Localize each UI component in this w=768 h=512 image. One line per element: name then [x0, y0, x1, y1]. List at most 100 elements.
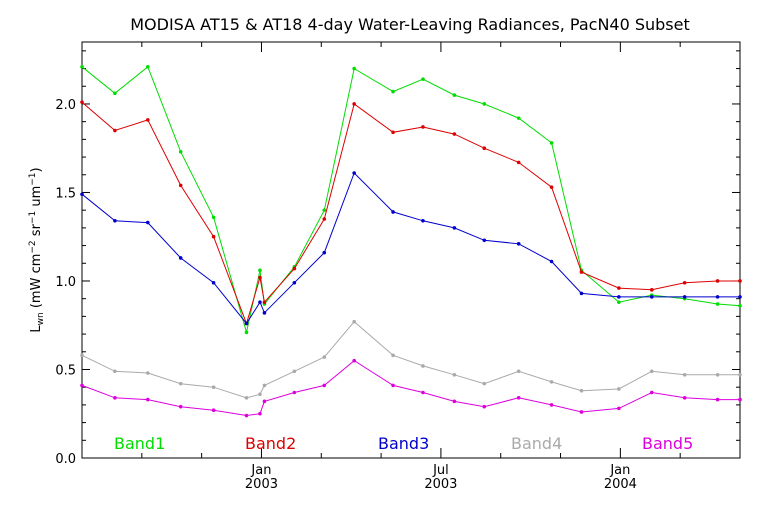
data-point	[617, 387, 621, 391]
data-point	[715, 373, 720, 377]
legend-item-band3: Band3	[378, 434, 429, 453]
data-point	[391, 89, 395, 94]
data-point	[178, 256, 183, 260]
data-point	[258, 275, 262, 280]
data-point	[352, 358, 356, 363]
data-point	[421, 77, 425, 81]
data-point	[738, 373, 742, 377]
data-point	[516, 242, 521, 246]
y-label-main: L	[29, 325, 44, 333]
data-point	[682, 295, 687, 299]
y-tick-label: 1.5	[55, 186, 76, 201]
data-point	[113, 396, 117, 400]
data-point	[258, 268, 262, 273]
data-point	[146, 397, 150, 402]
series-band3	[80, 171, 742, 326]
y-label-open: (mW cm	[29, 254, 44, 313]
data-point	[421, 390, 425, 395]
data-point	[516, 116, 521, 120]
data-point	[352, 171, 356, 175]
data-point	[211, 385, 216, 389]
data-point	[579, 410, 584, 414]
data-point	[715, 279, 720, 283]
data-point	[579, 270, 584, 274]
data-point	[617, 406, 621, 411]
data-point	[258, 411, 262, 416]
series-line	[81, 320, 740, 399]
data-point	[262, 300, 267, 305]
data-point	[352, 102, 356, 106]
data-point	[211, 215, 216, 220]
data-point	[649, 295, 654, 299]
data-point	[146, 118, 150, 122]
legend-item-band2: Band2	[245, 434, 296, 453]
data-point	[80, 353, 84, 358]
data-point	[391, 353, 395, 358]
data-point	[292, 280, 297, 285]
data-point	[579, 291, 584, 296]
data-point	[178, 149, 183, 154]
data-point	[682, 280, 687, 285]
x-tick-label: Jul	[432, 463, 449, 478]
data-point	[482, 238, 487, 243]
data-point	[211, 234, 216, 239]
data-point	[482, 381, 487, 386]
data-point	[715, 397, 720, 402]
data-point	[292, 369, 297, 374]
data-point	[80, 100, 84, 104]
series-line	[81, 172, 740, 325]
data-point	[292, 390, 297, 395]
data-point	[579, 388, 584, 393]
data-point	[391, 130, 395, 135]
data-point	[421, 364, 425, 368]
data-point	[682, 396, 687, 400]
data-point	[682, 373, 687, 377]
data-point	[649, 369, 654, 374]
y-axis-label: Lwn (mW cm−2 sr−1 um−1)	[28, 167, 46, 332]
legend-item-band5: Band5	[642, 434, 693, 453]
data-point	[80, 192, 84, 197]
data-point	[549, 259, 554, 264]
data-point	[452, 226, 457, 230]
data-point	[482, 404, 487, 409]
y-label-exp3: −1	[28, 172, 38, 185]
plot-frame	[81, 41, 741, 459]
series-line	[81, 101, 740, 326]
data-point	[738, 303, 742, 308]
data-point	[322, 383, 327, 388]
series-line	[81, 65, 741, 333]
data-point	[262, 399, 267, 404]
data-point	[452, 132, 457, 136]
data-point	[262, 311, 267, 315]
data-point	[352, 319, 356, 324]
data-point	[549, 380, 554, 384]
data-point	[244, 330, 249, 335]
data-point	[715, 302, 720, 306]
y-tick-label: 0.5	[55, 363, 76, 378]
data-point	[178, 183, 183, 188]
series-band1	[80, 64, 742, 335]
x-tick-year-label: 2003	[245, 477, 278, 492]
x-tick-year-label: 2004	[604, 477, 637, 492]
data-point	[649, 288, 654, 292]
x-tick-label: Jan	[609, 463, 630, 478]
data-point	[516, 396, 521, 400]
legend: Band1 Band2 Band3 Band4 Band5	[114, 434, 693, 453]
data-point	[322, 250, 327, 255]
data-point	[80, 383, 84, 388]
data-point	[516, 160, 521, 165]
data-point	[391, 210, 395, 214]
data-point	[516, 369, 521, 374]
data-point	[262, 383, 267, 388]
series-band4	[80, 319, 742, 400]
y-label-main-sub: wn	[36, 312, 46, 325]
series-layer	[80, 64, 742, 418]
series-band2	[80, 100, 742, 326]
data-point	[80, 64, 84, 69]
y-tick-label: 2.0	[55, 98, 76, 113]
data-point	[322, 208, 327, 212]
data-point	[113, 369, 117, 374]
x-tick-year-label: 2003	[424, 477, 457, 492]
data-point	[178, 381, 183, 386]
